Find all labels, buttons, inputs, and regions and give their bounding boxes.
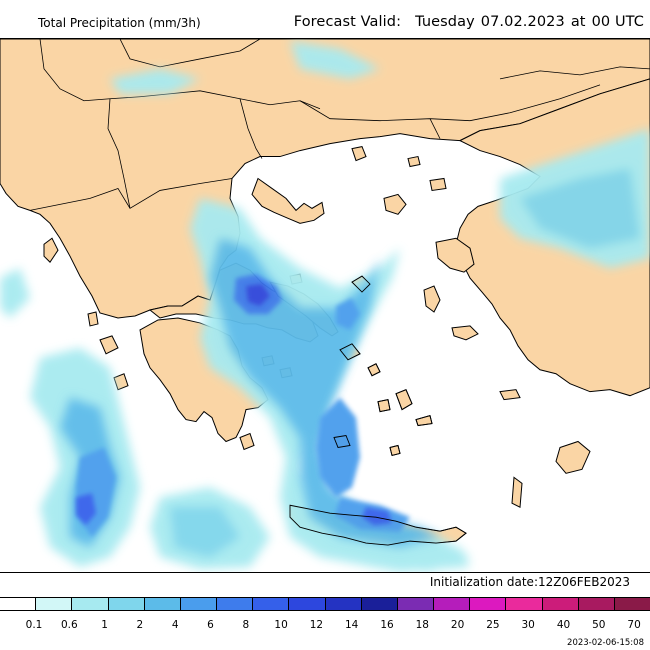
forecast-date: 07.02.2023 xyxy=(480,14,565,30)
coastline-overlay xyxy=(289,275,467,546)
precip-vh-ionian xyxy=(76,493,96,526)
forecast-valid-label: Forecast Valid: Tuesday 07.02.2023 at 00 UTC xyxy=(280,14,644,30)
island-corfu xyxy=(43,237,59,263)
colorbar-swatch xyxy=(361,598,398,610)
colorbar-tick-label: 2 xyxy=(136,619,144,631)
forecast-time: 00 UTC xyxy=(591,14,644,30)
colorbar-tick-label: 10 xyxy=(274,619,288,631)
colorbar-tick-label: 0.1 xyxy=(25,619,43,631)
colorbar-swatch xyxy=(72,598,109,610)
precipitation-overlay xyxy=(0,40,650,572)
precip-west-edge xyxy=(0,268,30,318)
island-karpathos xyxy=(511,476,523,509)
colorbar-tick-label: 4 xyxy=(171,619,179,631)
island-zakynthos xyxy=(113,373,129,391)
border-line-6 xyxy=(299,84,601,122)
colorbar-swatch xyxy=(506,598,543,610)
border-line-1 xyxy=(39,39,141,102)
island-rhodes xyxy=(555,440,591,474)
colorbar-swatch xyxy=(397,598,435,610)
colorbar-tick-label: 20 xyxy=(450,619,465,631)
colorbar-swatch xyxy=(144,598,181,610)
border-line-3 xyxy=(29,178,233,211)
island-kythira xyxy=(239,432,255,451)
coast-crete xyxy=(289,504,467,546)
colorbar-swatch xyxy=(470,598,507,610)
precip-aegean-core xyxy=(210,238,440,548)
border-line-2 xyxy=(107,98,131,209)
border-line-7 xyxy=(429,118,441,139)
island-kos xyxy=(499,389,521,401)
forecast-label: Forecast Valid: xyxy=(293,14,402,30)
colorbar-tick-label: 16 xyxy=(380,619,394,631)
precip-vh-gulf xyxy=(246,284,270,306)
land-chalkidiki xyxy=(251,177,325,224)
island-kefalonia xyxy=(99,335,119,355)
colorbar-swatch xyxy=(253,598,290,610)
colorbar-swatch xyxy=(217,598,254,610)
island-lefkada xyxy=(87,311,99,327)
border-line-4 xyxy=(139,90,321,110)
island-imbros xyxy=(429,177,447,191)
colorbar-tick-label: 8 xyxy=(242,619,250,631)
precip-heavy-evia xyxy=(336,298,360,330)
forecast-day: Tuesday xyxy=(415,14,475,30)
precip-topleft xyxy=(110,68,200,94)
colorbar-swatch xyxy=(36,598,73,610)
colorbar-tick-label: 14 xyxy=(345,619,359,631)
precip-ne-core xyxy=(520,168,640,249)
island-lesvos xyxy=(435,237,475,273)
colorbar-swatch xyxy=(180,598,218,610)
island-lemnos xyxy=(383,193,407,215)
colorbar-tick-label: 40 xyxy=(556,619,571,631)
colorbar-tick-label: 6 xyxy=(207,619,214,631)
colorbar-swatch xyxy=(542,598,579,610)
colorbar-tick-label: 1 xyxy=(101,619,108,631)
precipitation-colorbar xyxy=(0,597,650,611)
colorbar-swatch xyxy=(289,598,326,610)
border-line-5 xyxy=(239,98,263,159)
island-thasos xyxy=(351,146,367,162)
island-samos xyxy=(451,325,479,341)
generation-timestamp: 2023-02-06-15:08 xyxy=(567,638,644,648)
coast-islands xyxy=(333,275,433,456)
colorbar-tick-label: 70 xyxy=(627,619,641,631)
precipitation-map xyxy=(0,38,650,573)
colorbar-swatch xyxy=(325,598,362,610)
colorbar-swatch xyxy=(108,598,145,610)
colorbar-swatch xyxy=(0,598,37,610)
colorbar-tick-label: 18 xyxy=(415,619,429,631)
precip-sw-core xyxy=(170,507,240,558)
precip-very-heavy xyxy=(76,284,392,526)
colorbar-tick-labels: 0.1 0.6 1 2 4 6 8 10 12 14 16 18 20 25 30 40 50 70 xyxy=(0,619,650,633)
forecast-at: at xyxy=(570,14,586,30)
colorbar-tick-label: 30 xyxy=(521,619,535,631)
border-line-8 xyxy=(499,66,650,80)
country-borders xyxy=(29,39,650,211)
island-chios xyxy=(423,285,441,313)
variable-title: Total Precipitation (mm/3h) xyxy=(38,16,201,30)
colorbar-swatch xyxy=(614,598,650,610)
border-line-9 xyxy=(119,39,261,68)
colorbar-swatch xyxy=(434,598,471,610)
colorbar-swatch xyxy=(578,598,615,610)
island-samothrace xyxy=(407,155,421,168)
initialization-date: Initialization date:12Z06FEB2023 xyxy=(429,575,630,589)
precip-top xyxy=(290,40,380,79)
precip-vh-crete xyxy=(362,507,392,526)
colorbar-tick-label: 0.6 xyxy=(60,619,78,631)
colorbar-tick-label: 25 xyxy=(486,619,500,631)
colorbar-tick-label: 12 xyxy=(309,619,324,631)
colorbar-tick-label: 50 xyxy=(592,619,606,631)
